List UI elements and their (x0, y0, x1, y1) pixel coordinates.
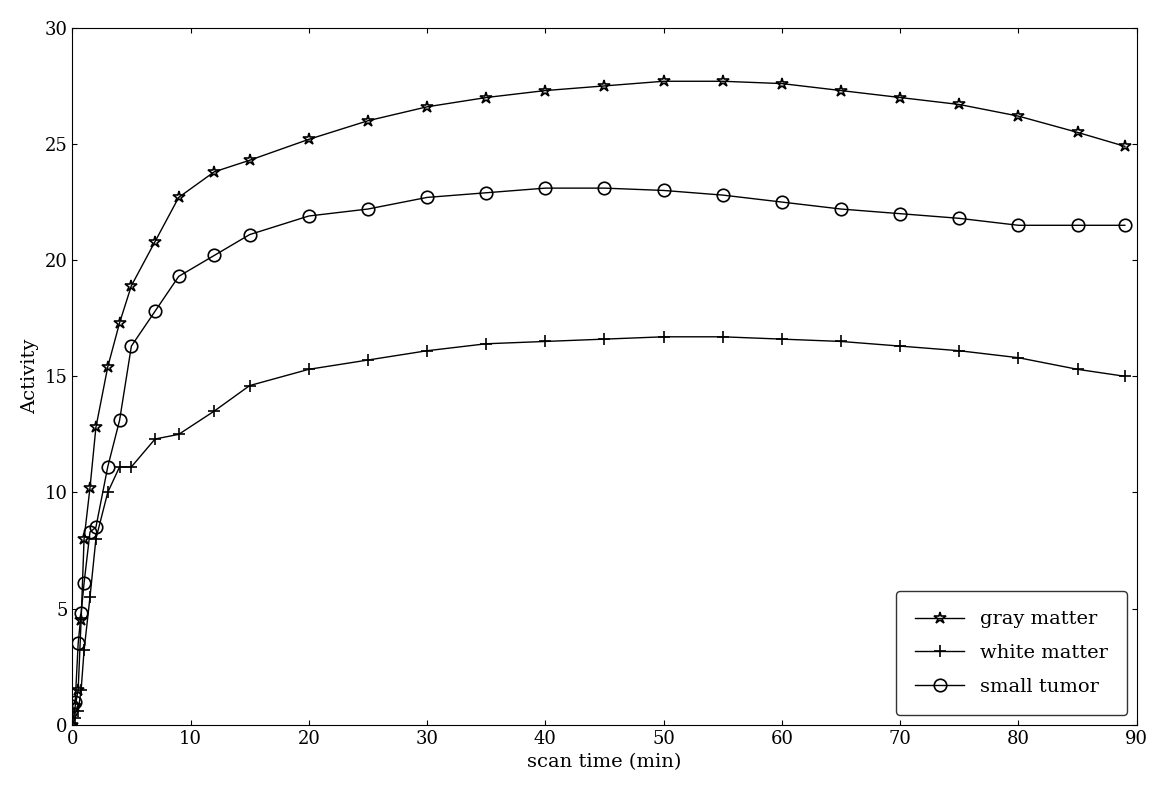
small tumor (77, 578, 91, 588)
small tumor (74, 608, 88, 618)
gray matter (361, 116, 375, 125)
white matter (420, 346, 434, 356)
small tumor (71, 638, 85, 648)
white matter (207, 406, 221, 416)
Legend: gray matter, white matter, small tumor: gray matter, white matter, small tumor (895, 591, 1127, 715)
white matter (775, 334, 789, 344)
white matter (1118, 371, 1132, 381)
X-axis label: scan time (min): scan time (min) (527, 753, 682, 771)
white matter (538, 337, 552, 346)
small tumor (1011, 220, 1025, 230)
small tumor (715, 190, 729, 200)
white matter (1071, 364, 1085, 374)
white matter (479, 339, 493, 348)
white matter (657, 332, 671, 341)
white matter (597, 334, 611, 344)
white matter (83, 592, 97, 602)
small tumor (68, 697, 82, 706)
small tumor (775, 197, 789, 207)
white matter (101, 488, 115, 497)
gray matter (1118, 142, 1132, 151)
small tumor (479, 188, 493, 197)
small tumor (361, 204, 375, 214)
gray matter (112, 318, 126, 328)
gray matter (715, 77, 729, 86)
small tumor (172, 272, 186, 281)
small tumor (148, 307, 162, 316)
white matter (243, 381, 257, 390)
gray matter (77, 534, 91, 543)
gray matter (953, 100, 967, 109)
white matter (148, 434, 162, 444)
small tumor (538, 184, 552, 193)
white matter (77, 645, 91, 655)
white matter (833, 337, 848, 346)
small tumor (1071, 220, 1085, 230)
gray matter (172, 192, 186, 202)
gray matter (148, 237, 162, 246)
gray matter (68, 702, 82, 711)
white matter (71, 706, 85, 715)
small tumor (893, 209, 907, 219)
gray matter (243, 155, 257, 165)
gray matter (124, 281, 138, 291)
white matter (74, 685, 88, 695)
gray matter (74, 615, 88, 625)
gray matter (71, 685, 85, 695)
gray matter (207, 167, 221, 177)
gray matter (420, 102, 434, 112)
white matter (89, 534, 103, 543)
small tumor (1118, 220, 1132, 230)
small tumor (597, 184, 611, 193)
white matter (65, 720, 79, 729)
gray matter (538, 86, 552, 95)
small tumor (243, 230, 257, 239)
gray matter (302, 135, 316, 144)
white matter (112, 463, 126, 472)
white matter (715, 332, 729, 341)
small tumor (833, 204, 848, 214)
gray matter (775, 79, 789, 89)
small tumor (207, 251, 221, 261)
gray matter (597, 81, 611, 90)
gray matter (89, 423, 103, 432)
gray matter (479, 93, 493, 102)
gray matter (893, 93, 907, 102)
small tumor (112, 416, 126, 425)
small tumor (83, 527, 97, 537)
white matter (124, 463, 138, 472)
white matter (953, 346, 967, 356)
white matter (172, 429, 186, 439)
gray matter (833, 86, 848, 95)
Line: gray matter: gray matter (65, 75, 1132, 731)
gray matter (65, 720, 79, 729)
gray matter (101, 362, 115, 371)
white matter (302, 364, 316, 374)
Y-axis label: Activity: Activity (21, 339, 39, 414)
small tumor (657, 185, 671, 195)
small tumor (89, 523, 103, 532)
small tumor (65, 702, 79, 711)
white matter (68, 713, 82, 722)
small tumor (420, 192, 434, 202)
Line: small tumor: small tumor (65, 182, 1132, 713)
gray matter (1071, 128, 1085, 137)
Line: white matter: white matter (65, 330, 1132, 731)
small tumor (953, 214, 967, 223)
gray matter (657, 77, 671, 86)
small tumor (302, 211, 316, 221)
white matter (361, 356, 375, 365)
white matter (1011, 353, 1025, 363)
small tumor (124, 341, 138, 351)
white matter (893, 341, 907, 351)
small tumor (101, 463, 115, 472)
gray matter (83, 483, 97, 493)
gray matter (1011, 112, 1025, 121)
